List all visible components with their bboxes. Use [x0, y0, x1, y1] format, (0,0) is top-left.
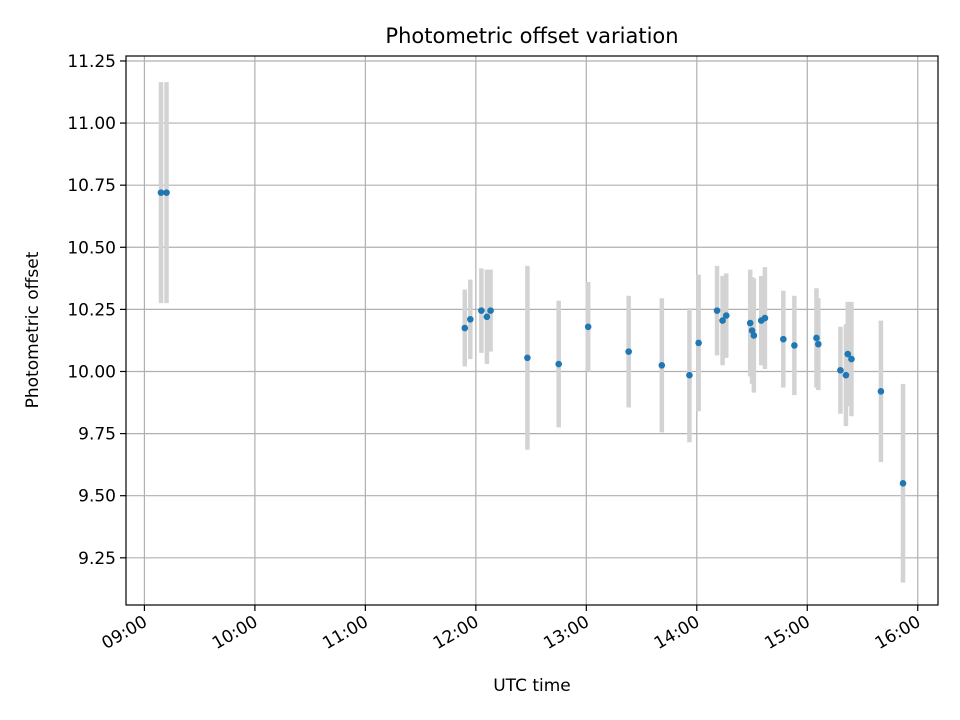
- y-tick-label: 11.00: [67, 114, 116, 134]
- data-point: [837, 366, 844, 374]
- y-tick-label: 9.50: [78, 487, 116, 507]
- data-point: [625, 348, 632, 355]
- data-point: [555, 360, 562, 368]
- data-point: [483, 313, 491, 321]
- data-point: [848, 355, 855, 363]
- data-point: [877, 388, 885, 395]
- data-point: [584, 323, 592, 331]
- data-points: [157, 189, 907, 487]
- y-axis-label: Photometric offset: [23, 251, 43, 408]
- data-point: [524, 354, 531, 362]
- y-axis-ticks: 9.25 9.50 9.75 10.00 10.25 10.50 10.75 11.00 11.…: [67, 52, 126, 569]
- data-point: [722, 312, 730, 319]
- data-point: [746, 319, 754, 327]
- data-point: [761, 314, 769, 322]
- data-point: [791, 342, 798, 349]
- y-tick-label: 11.25: [67, 52, 116, 72]
- data-point: [899, 479, 907, 487]
- data-point: [719, 317, 726, 324]
- y-tick-label: 10.75: [67, 176, 116, 196]
- data-point: [686, 371, 693, 379]
- data-point: [842, 371, 850, 379]
- data-point: [780, 335, 787, 343]
- y-tick-label: 10.50: [67, 238, 116, 258]
- axes-frame: [125, 55, 939, 606]
- data-point: [815, 340, 822, 348]
- chart-title: Photometric offset variation: [385, 24, 678, 48]
- data-point: [713, 307, 721, 314]
- y-tick-label: 9.25: [78, 549, 116, 569]
- y-tick-label: 10.00: [67, 362, 116, 382]
- data-point: [813, 334, 820, 342]
- data-point: [695, 339, 702, 347]
- data-point: [844, 350, 852, 358]
- data-point: [467, 316, 474, 323]
- data-point: [478, 307, 485, 314]
- data-point: [748, 327, 756, 334]
- y-tick-label: 9.75: [78, 425, 116, 445]
- y-tick-label: 10.25: [67, 300, 116, 320]
- data-point: [461, 324, 469, 332]
- data-point: [163, 189, 170, 196]
- data-point: [157, 189, 165, 196]
- x-axis-label: UTC time: [493, 676, 571, 696]
- data-point: [658, 361, 666, 369]
- grid-lines: [126, 56, 938, 605]
- data-point: [750, 332, 758, 339]
- data-point: [487, 307, 494, 314]
